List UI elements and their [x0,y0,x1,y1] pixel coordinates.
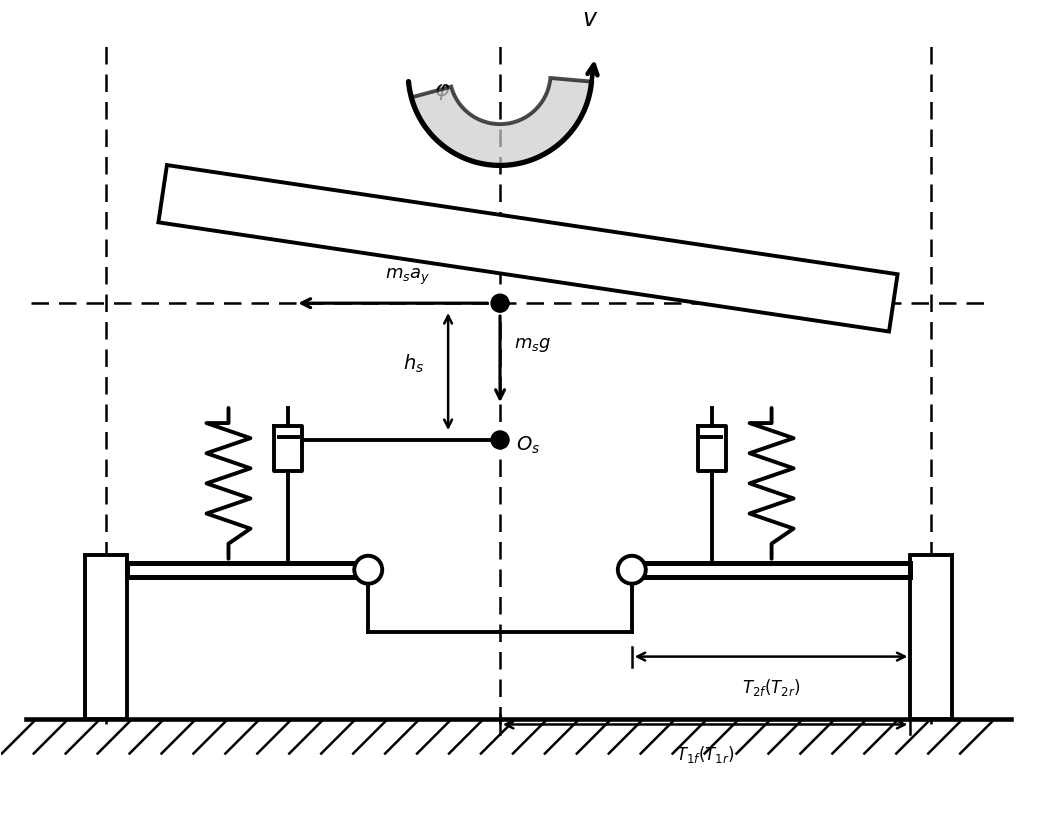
Text: $v$: $v$ [582,7,598,31]
Text: $m_sg$: $m_sg$ [514,336,552,354]
Text: $T_{1f}(T_{1r})$: $T_{1f}(T_{1r})$ [676,744,734,766]
Circle shape [492,295,509,312]
Polygon shape [412,78,591,165]
Polygon shape [159,165,898,332]
Circle shape [618,556,646,584]
Text: $O_s$: $O_s$ [516,434,540,455]
Text: $h_s$: $h_s$ [403,352,424,375]
Circle shape [355,556,383,584]
Polygon shape [275,426,303,471]
Bar [910,554,952,719]
Bar [85,554,127,719]
Text: $\varphi$: $\varphi$ [433,82,450,101]
Text: $T_{2f}(T_{2r})$: $T_{2f}(T_{2r})$ [741,676,801,698]
Polygon shape [698,426,726,471]
Circle shape [492,431,509,449]
Text: $m_sa_y$: $m_sa_y$ [385,267,430,287]
